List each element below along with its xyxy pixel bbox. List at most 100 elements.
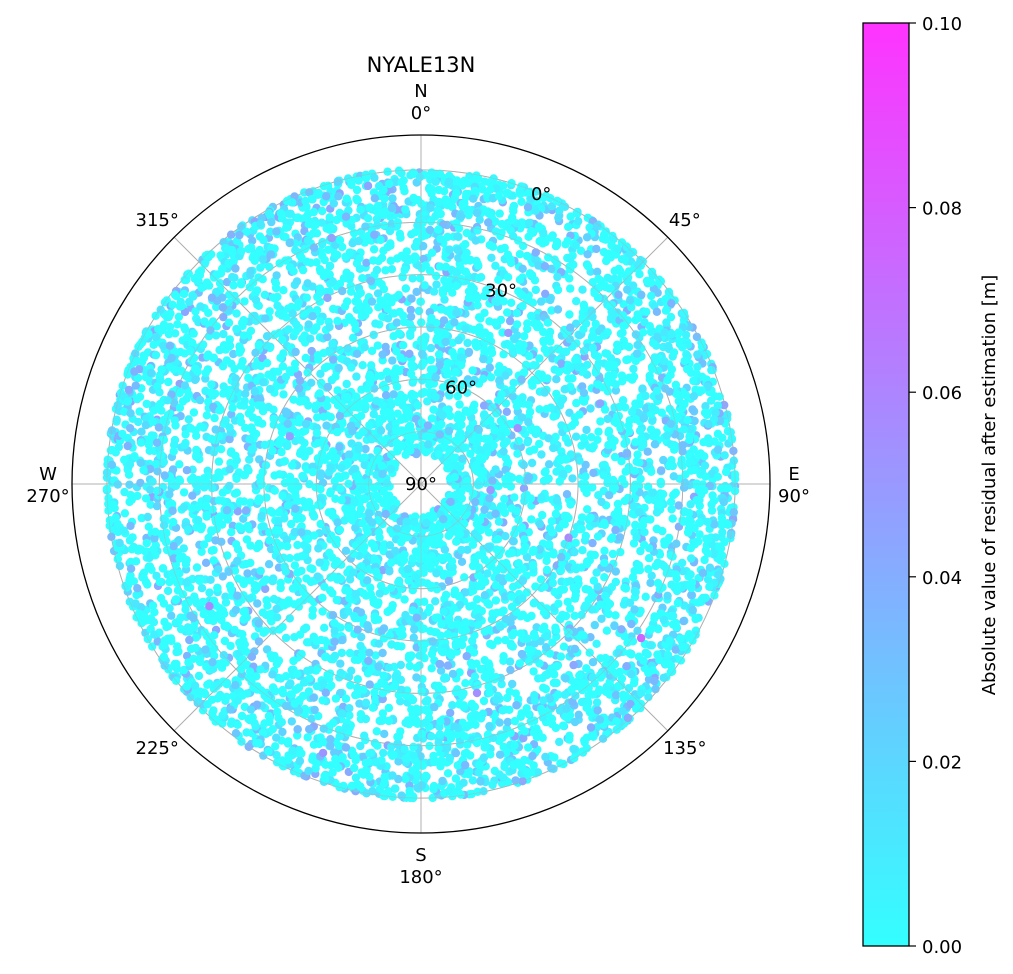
scatter-point [384, 716, 394, 726]
scatter-point [312, 229, 322, 238]
scatter-point [208, 658, 217, 667]
scatter-point [597, 614, 606, 623]
scatter-point [564, 438, 573, 447]
scatter-point [232, 309, 241, 318]
scatter-point [508, 679, 517, 689]
scatter-point [524, 218, 534, 228]
scatter-point [358, 274, 367, 283]
scatter-point [170, 290, 180, 299]
scatter-point [468, 776, 478, 785]
scatter-point [301, 623, 311, 632]
scatter-point [153, 467, 162, 476]
scatter-point [709, 496, 719, 505]
scatter-point [676, 634, 685, 643]
scatter-point [572, 297, 581, 306]
scatter-point [537, 450, 546, 459]
scatter-point [329, 304, 338, 314]
scatter-point [288, 461, 297, 470]
scatter-point [354, 236, 363, 246]
scatter-point [136, 438, 146, 447]
scatter-point [123, 441, 132, 451]
scatter-point [291, 347, 300, 357]
scatter-point [692, 479, 701, 488]
scatter-point [518, 264, 527, 273]
scatter-point [141, 494, 151, 503]
scatter-point [720, 451, 729, 460]
scatter-point [487, 253, 496, 262]
scatter-point [284, 737, 293, 746]
scatter-point [451, 748, 461, 758]
scatter-point [630, 586, 640, 596]
scatter-point [595, 715, 605, 724]
scatter-point [352, 372, 361, 381]
scatter-point [602, 256, 611, 266]
scatter-point [680, 356, 689, 366]
scatter-point [510, 493, 519, 502]
scatter-point [388, 771, 397, 780]
scatter-point [194, 671, 204, 681]
scatter-point [447, 651, 456, 660]
scatter-point [168, 300, 177, 309]
scatter-point [315, 558, 324, 567]
scatter-point [213, 583, 222, 593]
scatter-point [717, 521, 726, 530]
scatter-point [554, 599, 563, 608]
scatter-point [578, 285, 587, 294]
scatter-point [426, 186, 435, 195]
scatter-point [623, 713, 633, 723]
scatter-point [614, 681, 623, 691]
scatter-point [242, 227, 251, 236]
scatter-point [310, 705, 319, 715]
scatter-point [279, 286, 288, 295]
scatter-point [272, 271, 281, 280]
scatter-point [195, 576, 204, 586]
scatter-point [169, 447, 178, 456]
scatter-point [399, 183, 408, 193]
scatter-point [414, 306, 424, 316]
scatter-point [527, 515, 536, 524]
scatter-point [703, 575, 713, 584]
scatter-point [592, 568, 601, 577]
scatter-point [586, 404, 595, 413]
scatter-point [529, 599, 538, 608]
scatter-point [201, 645, 210, 654]
scatter-point [571, 432, 581, 441]
scatter-point [657, 466, 666, 475]
scatter-point [417, 781, 426, 790]
scatter-point [568, 474, 577, 483]
scatter-point [458, 199, 467, 209]
scatter-point [452, 537, 461, 546]
scatter-point [635, 458, 644, 467]
scatter-point [190, 375, 200, 385]
scatter-point [166, 634, 176, 643]
scatter-point [318, 206, 327, 216]
scatter-point [405, 349, 414, 358]
scatter-point [364, 656, 373, 666]
scatter-point [443, 661, 453, 670]
scatter-point [202, 411, 212, 420]
scatter-point [372, 396, 381, 405]
scatter-point [377, 626, 386, 636]
scatter-point [581, 584, 590, 594]
scatter-point [616, 329, 626, 338]
scatter-point [209, 706, 218, 715]
scatter-point [589, 468, 598, 478]
scatter-point [688, 405, 697, 414]
scatter-point [329, 199, 338, 208]
scatter-point [637, 688, 646, 698]
scatter-point [345, 704, 354, 713]
scatter-point [165, 490, 174, 499]
scatter-point [666, 667, 676, 677]
scatter-point [527, 458, 537, 468]
scatter-point [179, 503, 189, 512]
scatter-point [555, 614, 565, 623]
scatter-point [687, 554, 696, 563]
scatter-point [253, 599, 262, 608]
scatter-point [605, 491, 614, 500]
scatter-point [231, 605, 241, 615]
scatter-point [397, 791, 406, 800]
scatter-point [673, 598, 683, 608]
scatter-point [303, 279, 312, 288]
scatter-point [276, 583, 285, 593]
scatter-point [469, 194, 478, 203]
